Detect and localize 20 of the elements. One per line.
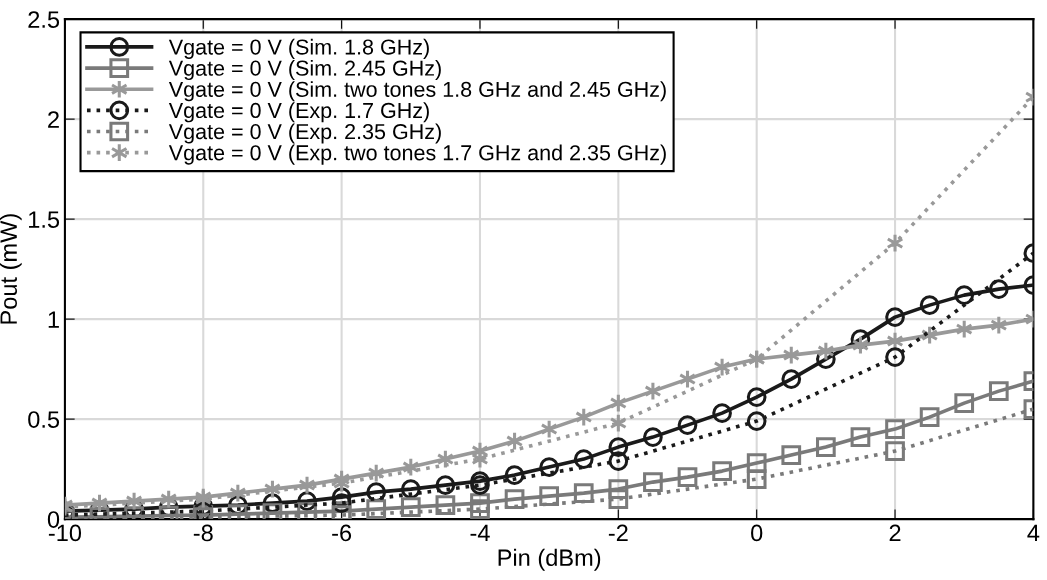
y-tick-label: 1 — [48, 311, 59, 328]
x-tick-label: 2 — [889, 524, 901, 542]
x-tick-label: 4 — [1027, 524, 1040, 542]
x-tick-label: -6 — [332, 524, 352, 542]
y-tick-label: 1.5 — [29, 211, 60, 228]
y-axis-title: Pout (mW) — [0, 214, 22, 324]
x-axis-title: Pin (dBm) — [498, 548, 601, 571]
x-tick-label: -2 — [608, 524, 628, 542]
x-tick-label: 0 — [751, 524, 763, 542]
legend-label: Vgate = 0 V (Sim. 2.45 GHz) — [168, 60, 441, 81]
y-tick-label: 2.5 — [28, 11, 60, 28]
legend-label: Vgate = 0 V (Sim. two tones 1.8 GHz and 2.45 GHz) — [168, 81, 666, 102]
legend-label: Vgate = 0 V (Exp. 1.7 GHz) — [168, 102, 429, 123]
legend-label: Vgate = 0 V (Exp. 2.35 GHz) — [168, 123, 441, 144]
x-tick-label: -8 — [193, 524, 213, 542]
legend-label: Vgate = 0 V (Sim. 1.8 GHz) — [168, 38, 429, 59]
legend-label: Vgate = 0 V (Exp. two tones 1.7 GHz and 2.35 GHz) — [168, 144, 666, 165]
y-tick-label: 0.5 — [28, 411, 60, 428]
x-tick-label: -4 — [470, 524, 490, 542]
y-tick-label: 2 — [48, 111, 59, 128]
